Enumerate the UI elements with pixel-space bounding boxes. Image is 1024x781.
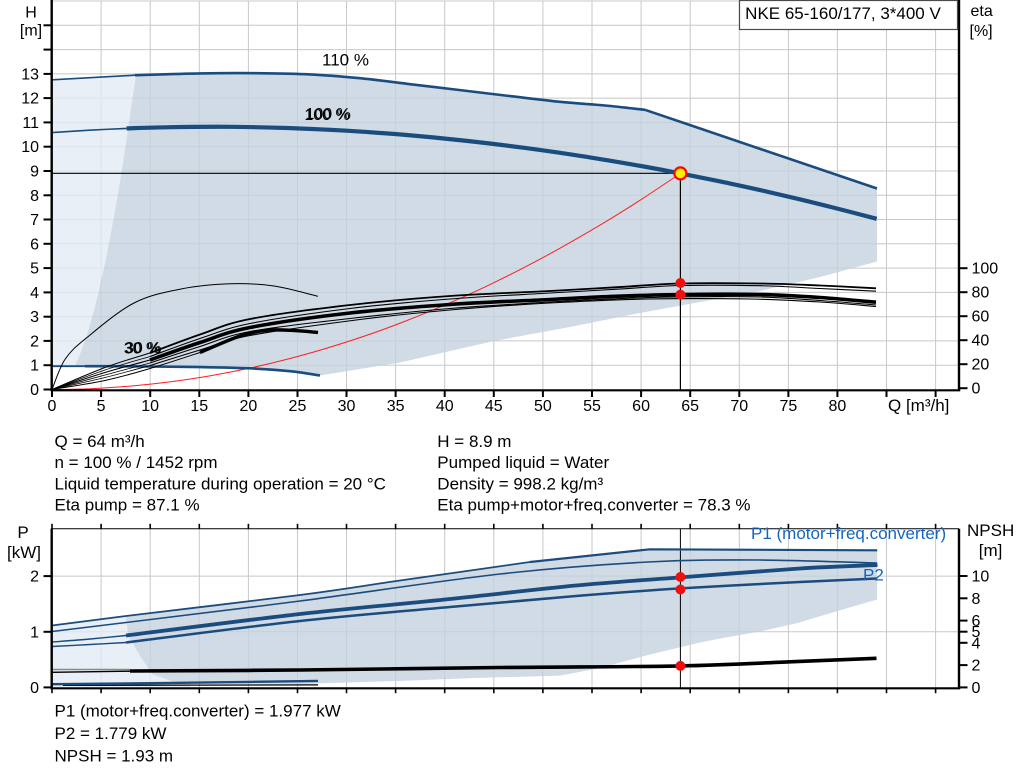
svg-text:75: 75 [779,398,797,415]
svg-text:40: 40 [436,398,454,415]
svg-text:0: 0 [48,398,57,415]
svg-text:0: 0 [972,381,981,398]
svg-text:35: 35 [387,398,405,415]
svg-text:eta: eta [971,3,993,20]
svg-text:13: 13 [21,66,39,83]
svg-text:7: 7 [30,212,39,229]
svg-text:Pumped liquid = Water: Pumped liquid = Water [437,453,609,472]
svg-text:100 %: 100 % [304,107,349,124]
svg-text:20: 20 [972,357,990,374]
svg-text:30: 30 [338,398,356,415]
svg-text:P1 (motor+freq.converter) = 1.: P1 (motor+freq.converter) = 1.977 kW [55,701,341,720]
svg-text:80: 80 [829,398,847,415]
svg-text:2: 2 [972,658,981,675]
svg-text:80: 80 [972,285,990,302]
svg-text:11: 11 [22,115,39,132]
svg-text:NPSH: NPSH [967,521,1014,540]
svg-text:30 %: 30 % [124,341,160,358]
svg-text:5: 5 [972,624,981,641]
svg-text:[%]: [%] [970,23,993,40]
svg-text:45: 45 [485,398,503,415]
svg-text:6: 6 [30,236,39,253]
svg-text:P2 = 1.779 kW: P2 = 1.779 kW [55,724,167,743]
svg-text:n = 100 % / 1452 rpm: n = 100 % / 1452 rpm [55,453,218,472]
svg-text:10: 10 [21,139,39,156]
svg-text:100: 100 [972,261,999,278]
svg-text:Q [m³/h]: Q [m³/h] [888,396,949,415]
svg-text:Eta pump = 87.1 %: Eta pump = 87.1 % [55,496,200,515]
svg-text:100 %: 100 % [306,106,351,123]
svg-text:H: H [25,5,37,22]
svg-text:12: 12 [21,91,39,108]
svg-text:1: 1 [30,624,39,641]
svg-text:55: 55 [583,398,601,415]
svg-text:4: 4 [30,285,39,302]
svg-text:20: 20 [239,398,257,415]
svg-text:110 %: 110 % [322,51,369,70]
svg-text:10: 10 [972,569,990,586]
svg-text:Density = 998.2 kg/m³: Density = 998.2 kg/m³ [437,474,603,493]
svg-text:60: 60 [972,309,990,326]
svg-text:2: 2 [30,569,39,586]
svg-text:1: 1 [30,358,39,375]
svg-text:[kW]: [kW] [7,543,41,562]
svg-text:0: 0 [30,680,39,697]
svg-text:10: 10 [141,398,159,415]
svg-text:15: 15 [190,398,208,415]
svg-text:65: 65 [681,398,699,415]
svg-text:3: 3 [30,309,39,326]
svg-text:9: 9 [30,163,39,180]
svg-text:0: 0 [30,382,39,399]
svg-text:P2: P2 [863,566,884,585]
svg-text:5: 5 [97,398,106,415]
svg-text:50: 50 [534,398,552,415]
svg-text:25: 25 [289,398,307,415]
svg-text:Eta pump+motor+freq.converter: Eta pump+motor+freq.converter = 78.3 % [437,496,750,515]
svg-text:5: 5 [30,261,39,278]
svg-text:30 %: 30 % [125,340,161,357]
svg-text:[m]: [m] [979,541,1003,560]
svg-text:NPSH = 1.93 m: NPSH = 1.93 m [55,746,174,765]
svg-text:0: 0 [972,680,981,697]
svg-text:8: 8 [972,591,981,608]
svg-text:6: 6 [972,613,981,630]
svg-text:P: P [17,523,28,542]
svg-text:2: 2 [30,333,39,350]
svg-text:Liquid temperature during oper: Liquid temperature during operation = 20… [55,474,386,493]
svg-text:[m]: [m] [20,23,42,40]
svg-text:60: 60 [632,398,650,415]
svg-text:8: 8 [30,188,39,205]
svg-text:Q = 64 m³/h: Q = 64 m³/h [55,432,145,451]
svg-text:NKE 65-160/177, 3*400 V: NKE 65-160/177, 3*400 V [745,4,941,23]
svg-text:P1 (motor+freq.converter): P1 (motor+freq.converter) [751,524,946,543]
svg-text:H = 8.9 m: H = 8.9 m [437,432,511,451]
svg-text:4: 4 [972,635,981,652]
svg-text:70: 70 [730,398,748,415]
svg-text:40: 40 [972,333,990,350]
